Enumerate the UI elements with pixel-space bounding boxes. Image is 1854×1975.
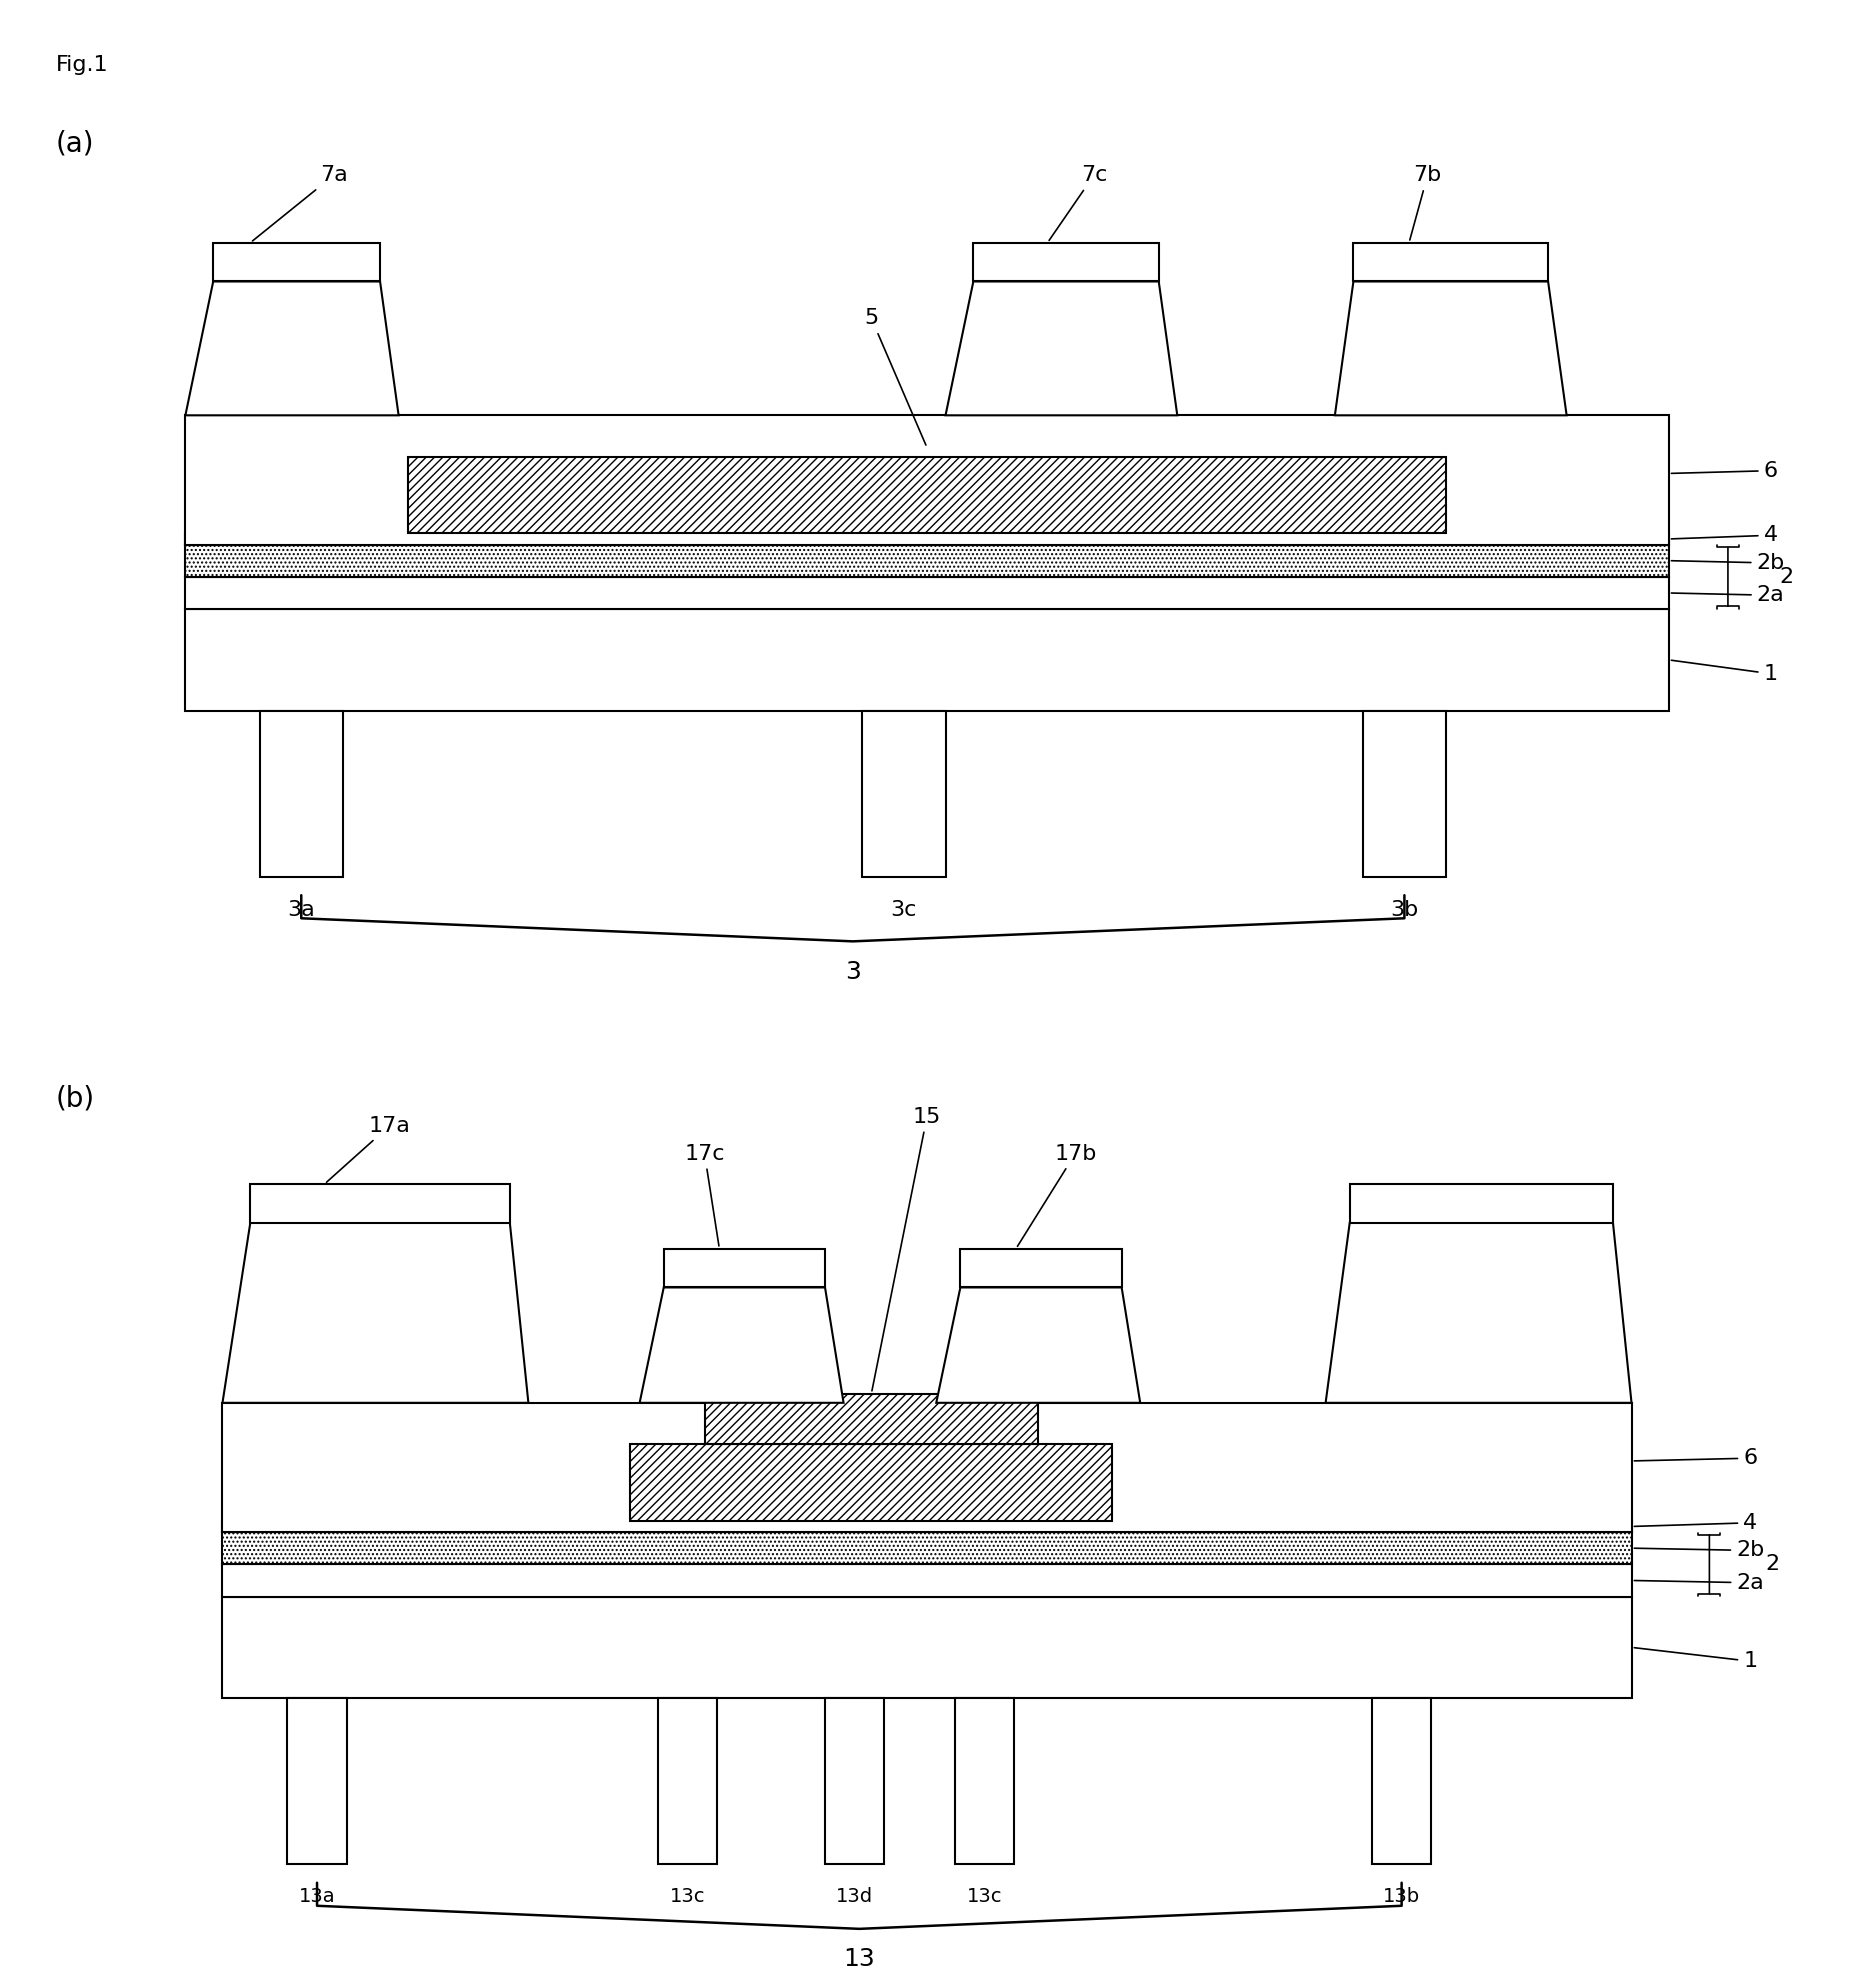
- Bar: [185, 577, 1669, 608]
- Text: 3c: 3c: [890, 901, 918, 920]
- Bar: [222, 1564, 1632, 1596]
- Bar: [185, 533, 1669, 545]
- Text: 17a: 17a: [326, 1116, 410, 1183]
- Text: 13c: 13c: [669, 1888, 706, 1906]
- Bar: [1372, 1698, 1431, 1864]
- Bar: [287, 1698, 347, 1864]
- Text: 2a: 2a: [1670, 585, 1784, 604]
- Bar: [960, 1248, 1122, 1288]
- Text: 4: 4: [1633, 1513, 1758, 1533]
- Text: 3: 3: [845, 960, 860, 984]
- Text: 2: 2: [1780, 567, 1795, 587]
- Polygon shape: [640, 1288, 844, 1402]
- Bar: [630, 1444, 1112, 1521]
- Text: 17b: 17b: [1018, 1144, 1096, 1246]
- Text: 7a: 7a: [252, 166, 347, 241]
- Text: 17c: 17c: [684, 1144, 725, 1246]
- Bar: [825, 1698, 884, 1864]
- Text: 1: 1: [1633, 1647, 1758, 1671]
- Bar: [250, 1185, 510, 1223]
- Text: 13d: 13d: [836, 1888, 873, 1906]
- Bar: [973, 243, 1159, 282]
- Text: 15: 15: [871, 1106, 942, 1390]
- Bar: [658, 1698, 717, 1864]
- Text: Fig.1: Fig.1: [56, 55, 108, 75]
- Text: 2b: 2b: [1633, 1540, 1765, 1560]
- Text: 13b: 13b: [1383, 1888, 1420, 1906]
- Text: 4: 4: [1670, 525, 1778, 545]
- Bar: [1353, 243, 1548, 282]
- Bar: [213, 243, 380, 282]
- Bar: [260, 711, 343, 877]
- Text: 6: 6: [1633, 1448, 1758, 1467]
- Bar: [1363, 711, 1446, 877]
- Bar: [955, 1698, 1014, 1864]
- Text: (b): (b): [56, 1084, 95, 1112]
- Bar: [862, 711, 946, 877]
- Bar: [664, 1248, 825, 1288]
- Text: 2a: 2a: [1633, 1572, 1763, 1592]
- Text: 7b: 7b: [1409, 166, 1442, 241]
- Bar: [222, 1521, 1632, 1533]
- Polygon shape: [222, 1223, 528, 1402]
- Text: 7c: 7c: [1049, 166, 1107, 241]
- Bar: [222, 1533, 1632, 1564]
- Text: (a): (a): [56, 128, 95, 158]
- Text: 3a: 3a: [287, 901, 315, 920]
- Bar: [1350, 1185, 1613, 1223]
- Polygon shape: [946, 282, 1177, 415]
- Polygon shape: [936, 1288, 1140, 1402]
- Bar: [185, 608, 1669, 711]
- Polygon shape: [185, 282, 399, 415]
- Text: 13: 13: [844, 1947, 875, 1971]
- Bar: [222, 1402, 1632, 1533]
- Bar: [185, 545, 1669, 577]
- Bar: [222, 1596, 1632, 1698]
- Text: 13c: 13c: [966, 1888, 1003, 1906]
- Polygon shape: [1335, 282, 1567, 415]
- Text: 13a: 13a: [298, 1888, 336, 1906]
- Text: 2: 2: [1765, 1554, 1780, 1574]
- Text: 1: 1: [1670, 660, 1778, 683]
- Bar: [705, 1394, 1038, 1444]
- Text: 5: 5: [864, 308, 925, 444]
- Polygon shape: [1326, 1223, 1632, 1402]
- Text: 2b: 2b: [1670, 553, 1785, 573]
- Bar: [185, 415, 1669, 545]
- Text: 6: 6: [1670, 460, 1778, 480]
- Text: 3b: 3b: [1390, 901, 1418, 920]
- Bar: [408, 456, 1446, 533]
